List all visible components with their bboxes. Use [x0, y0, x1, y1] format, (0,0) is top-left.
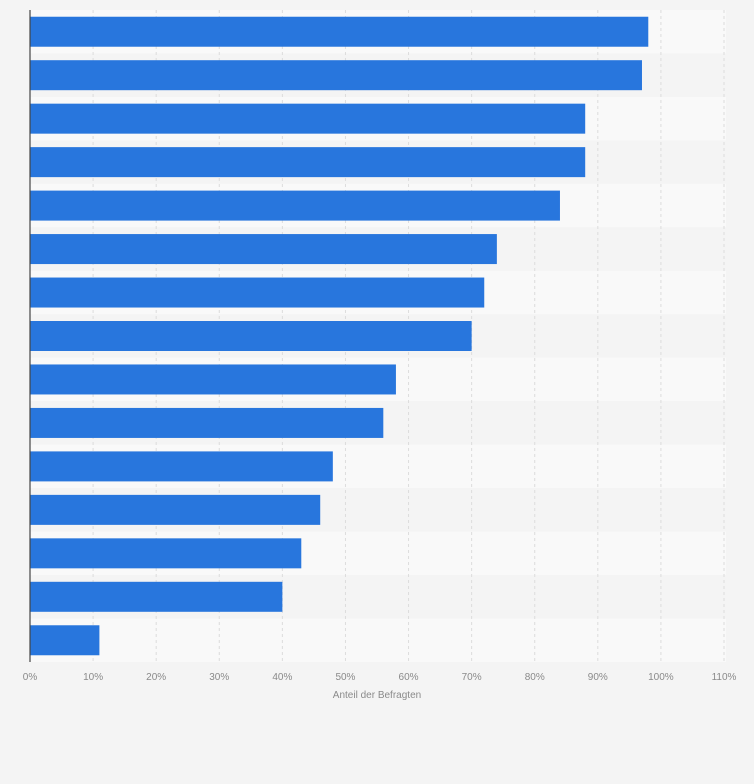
- bar: [30, 538, 302, 569]
- bar: [30, 581, 283, 612]
- bar: [30, 234, 497, 265]
- row-band: [30, 618, 726, 662]
- bar: [30, 494, 321, 525]
- x-tick-label: 60%: [399, 672, 419, 683]
- bar: [30, 625, 100, 656]
- x-tick-label: 0%: [23, 672, 38, 683]
- bars: [30, 16, 649, 656]
- x-tick-label: 80%: [525, 672, 545, 683]
- bar: [30, 321, 472, 351]
- x-tick-label: 10%: [83, 672, 103, 683]
- x-tick-label: 50%: [335, 672, 355, 683]
- x-tick-label: 30%: [209, 672, 229, 683]
- x-axis-label: Anteil der Befragten: [333, 690, 421, 701]
- bar: [30, 147, 586, 178]
- x-tick-label: 100%: [648, 672, 674, 683]
- bar: [30, 16, 649, 47]
- bar: [30, 60, 642, 91]
- x-tick-label: 70%: [462, 672, 482, 683]
- x-axis-ticks: 0% 10% 20% 30% 40% 50% 60% 70% 80% 90% 100% 110%: [23, 672, 737, 683]
- bar: [30, 451, 333, 482]
- bar: [30, 364, 396, 395]
- x-tick-label: 40%: [272, 672, 292, 683]
- bar: [30, 407, 384, 438]
- x-tick-label: 110%: [712, 672, 737, 683]
- bar: [30, 103, 586, 134]
- bar: [30, 277, 485, 308]
- bar: [30, 190, 560, 221]
- x-tick-label: 90%: [588, 672, 608, 683]
- x-tick-label: 20%: [146, 672, 166, 683]
